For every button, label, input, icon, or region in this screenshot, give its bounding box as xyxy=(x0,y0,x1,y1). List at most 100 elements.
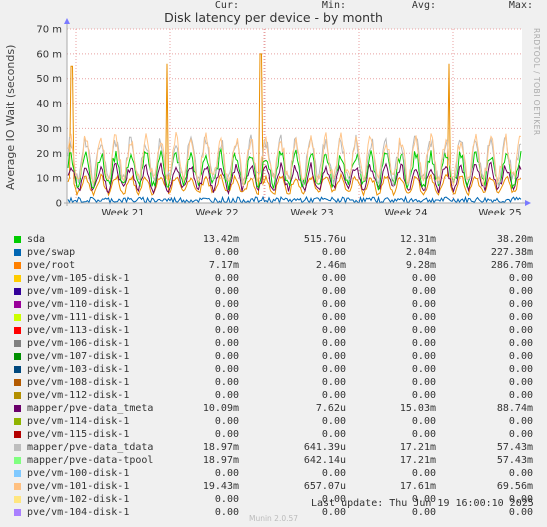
legend-swatch xyxy=(14,392,21,399)
legend-series-name: pve/vm-115-disk-1 xyxy=(27,429,130,440)
legend-value-min: 0.00 xyxy=(321,273,346,284)
legend-series-name: pve/vm-106-disk-1 xyxy=(27,338,130,349)
legend-value-max: 0.00 xyxy=(508,312,533,323)
legend-value-max: 69.56m xyxy=(496,481,533,492)
legend-value-cur: 0.00 xyxy=(214,286,239,297)
legend-series-name: pve/vm-102-disk-1 xyxy=(27,494,130,505)
legend-value-cur: 0.00 xyxy=(214,390,239,401)
legend-row: pve/vm-109-disk-1 0.00 0.00 0.00 0.00 xyxy=(0,286,547,299)
series-line-pve-vm-101-disk-1 xyxy=(67,131,522,187)
legend-header-avg: Avg: xyxy=(411,0,436,11)
legend-swatch xyxy=(14,496,21,503)
legend-row: sda 13.42m 515.76u 12.31m 38.20m xyxy=(0,234,547,247)
legend-value-avg: 0.00 xyxy=(411,377,436,388)
legend-value-min: 7.62u xyxy=(315,403,346,414)
legend-value-avg: 0.00 xyxy=(411,273,436,284)
legend-value-avg: 0.00 xyxy=(411,364,436,375)
legend-value-cur: 0.00 xyxy=(214,299,239,310)
legend-value-min: 0.00 xyxy=(321,338,346,349)
legend-series-name: pve/vm-107-disk-1 xyxy=(27,351,130,362)
legend-row: mapper/pve-data_tmeta 10.09m 7.62u 15.03m 88… xyxy=(0,403,547,416)
y-tick-label: 40 m xyxy=(36,99,62,110)
legend-value-max: 0.00 xyxy=(508,429,533,440)
legend-value-min: 515.76u xyxy=(303,234,346,245)
plot-area xyxy=(67,29,522,203)
x-tick-label: Week 25 xyxy=(478,208,521,215)
legend-series-name: pve/vm-108-disk-1 xyxy=(27,377,130,388)
legend-value-cur: 0.00 xyxy=(214,312,239,323)
legend-row: pve/vm-111-disk-1 0.00 0.00 0.00 0.00 xyxy=(0,312,547,325)
legend-value-avg: 0.00 xyxy=(411,286,436,297)
y-tick-label: 0 xyxy=(56,199,62,210)
legend-series-name: pve/vm-104-disk-1 xyxy=(27,507,130,518)
legend-value-max: 0.00 xyxy=(508,468,533,479)
legend-value-avg: 17.21m xyxy=(399,455,436,466)
series-line-mapper-pve-data-tmeta xyxy=(67,161,522,196)
legend-value-min: 657.07u xyxy=(303,481,346,492)
legend-swatch xyxy=(14,249,21,256)
legend-value-cur: 0.00 xyxy=(214,273,239,284)
legend-value-max: 0.00 xyxy=(508,286,533,297)
legend-series-name: pve/root xyxy=(27,260,76,271)
legend-row: pve/vm-114-disk-1 0.00 0.00 0.00 0.00 xyxy=(0,416,547,429)
legend-value-cur: 0.00 xyxy=(214,247,239,258)
legend-row: pve/vm-101-disk-1 19.43m 657.07u 17.61m 69.5… xyxy=(0,481,547,494)
chart-plot: 010 m20 m30 m40 m50 m60 m70 m Week 21 Wee… xyxy=(36,18,531,215)
legend-row: pve/vm-103-disk-1 0.00 0.00 0.00 0.00 xyxy=(0,364,547,377)
legend-value-min: 0.00 xyxy=(321,364,346,375)
legend-value-max: 0.00 xyxy=(508,351,533,362)
legend-value-cur: 7.17m xyxy=(208,260,239,271)
legend-value-min: 0.00 xyxy=(321,312,346,323)
legend-value-avg: 0.00 xyxy=(411,468,436,479)
legend-value-max: 57.43m xyxy=(496,455,533,466)
legend-row: pve/root 7.17m 2.46m 9.28m 286.70m xyxy=(0,260,547,273)
legend-swatch xyxy=(14,314,21,321)
legend-value-min: 0.00 xyxy=(321,494,346,505)
series-line-sda xyxy=(67,147,522,191)
legend-row: pve/vm-112-disk-1 0.00 0.00 0.00 0.00 xyxy=(0,390,547,403)
legend-value-avg: 15.03m xyxy=(399,403,436,414)
legend-value-max: 0.00 xyxy=(508,507,533,518)
legend-series-name: pve/vm-113-disk-1 xyxy=(27,325,130,336)
y-tick-label: 60 m xyxy=(36,49,62,60)
legend-swatch xyxy=(14,483,21,490)
legend-swatch xyxy=(14,288,21,295)
legend-series-name: mapper/pve-data_tmeta xyxy=(27,403,154,414)
legend-value-cur: 19.43m xyxy=(202,481,239,492)
legend-value-avg: 0.00 xyxy=(411,429,436,440)
legend-row: pve/vm-104-disk-1 0.00 0.00 0.00 0.00 xyxy=(0,507,547,520)
legend-value-min: 0.00 xyxy=(321,507,346,518)
legend-series-name: pve/vm-103-disk-1 xyxy=(27,364,130,375)
legend-value-cur: 0.00 xyxy=(214,494,239,505)
legend-swatch xyxy=(14,236,21,243)
legend-value-cur: 0.00 xyxy=(214,507,239,518)
x-tick-labels: Week 21 Week 22 Week 23 Week 24 Week 25 xyxy=(101,208,521,215)
legend-value-avg: 0.00 xyxy=(411,299,436,310)
legend-value-cur: 0.00 xyxy=(214,468,239,479)
legend-value-max: 286.70m xyxy=(490,260,533,271)
legend-value-avg: 17.21m xyxy=(399,442,436,453)
legend-value-min: 0.00 xyxy=(321,377,346,388)
legend-row: pve/vm-110-disk-1 0.00 0.00 0.00 0.00 xyxy=(0,299,547,312)
legend-value-max: 0.00 xyxy=(508,494,533,505)
legend-row: mapper/pve-data-tpool 18.97m 642.14u 17.21m… xyxy=(0,455,547,468)
legend-value-cur: 0.00 xyxy=(214,351,239,362)
legend-value-max: 0.00 xyxy=(508,338,533,349)
legend-value-min: 642.14u xyxy=(303,455,346,466)
legend-value-avg: 0.00 xyxy=(411,351,436,362)
legend-swatch xyxy=(14,379,21,386)
legend-value-min: 0.00 xyxy=(321,416,346,427)
series-line-pve-root xyxy=(67,53,522,197)
legend-value-min: 641.39u xyxy=(303,442,346,453)
legend-value-min: 0.00 xyxy=(321,468,346,479)
legend-value-min: 0.00 xyxy=(321,429,346,440)
legend-series-name: mapper/pve-data-tpool xyxy=(27,455,154,466)
legend-series-name: pve/swap xyxy=(27,247,76,258)
last-update: Last update: Thu Jun 19 16:00:10 2025 xyxy=(311,498,534,509)
legend-swatch xyxy=(14,405,21,412)
legend-value-cur: 18.97m xyxy=(202,455,239,466)
y-tick-label: 30 m xyxy=(36,124,62,135)
legend-series-name: pve/vm-105-disk-1 xyxy=(27,273,130,284)
legend-value-avg: 2.04m xyxy=(405,247,436,258)
legend-value-min: 0.00 xyxy=(321,299,346,310)
